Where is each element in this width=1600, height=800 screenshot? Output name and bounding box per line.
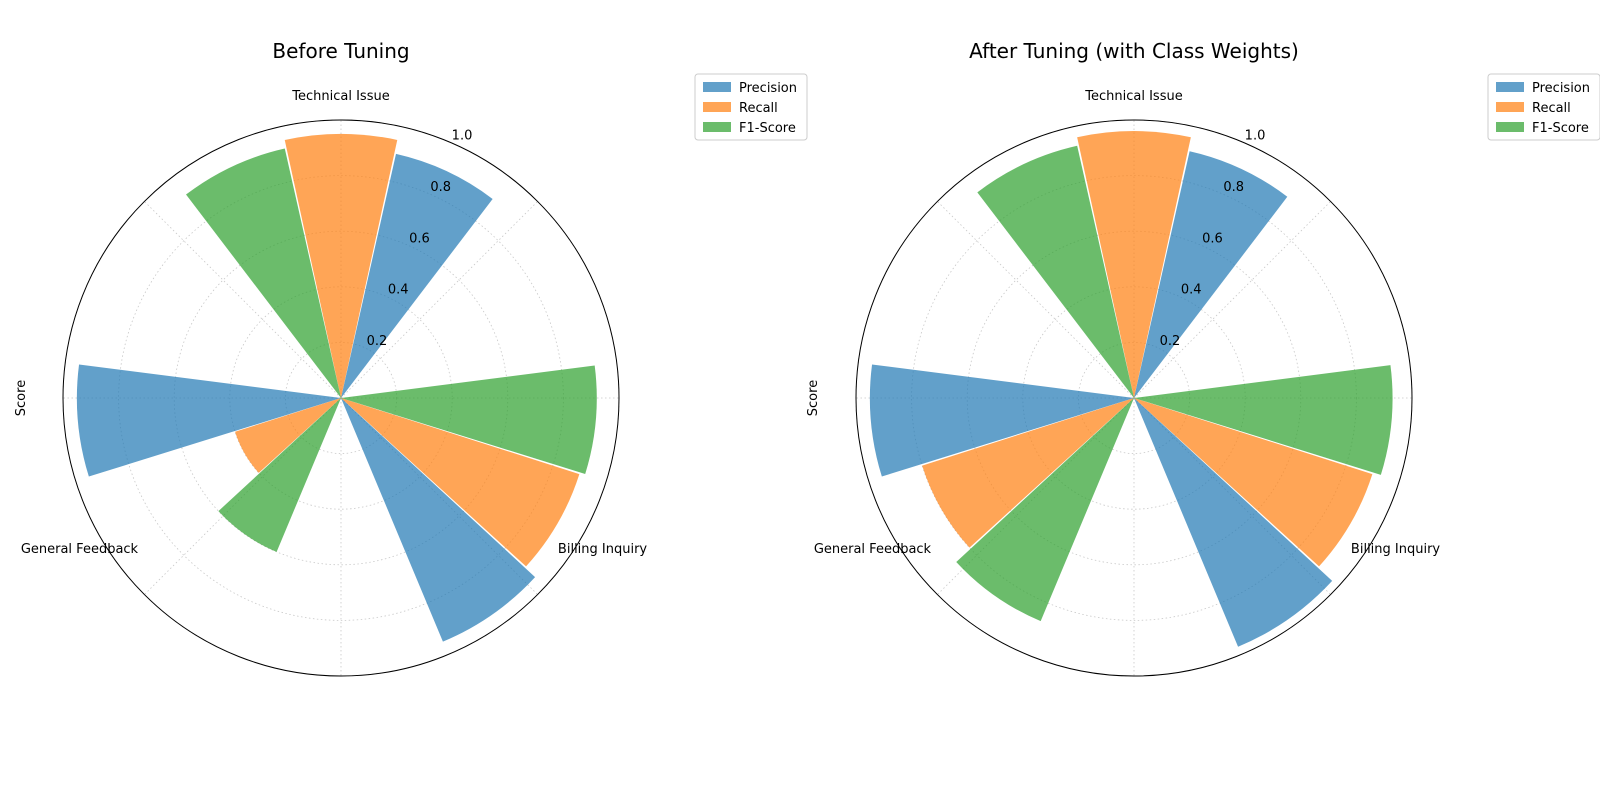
chart-title: Before Tuning (272, 39, 409, 63)
category-label: Billing Inquiry (1351, 542, 1441, 557)
legend: Precision Recall F1-Score (1487, 73, 1600, 141)
legend-label: Precision (739, 81, 797, 96)
bar-precision-1 (1134, 398, 1333, 647)
bar-recall-1 (341, 398, 580, 567)
panel-before-tuning: Before Tuning Score 0.2 0.4 0.6 0.8 1.0 Tech… (14, 39, 808, 677)
category-label: Technical Issue (291, 89, 389, 104)
r-tick-label: 0.8 (430, 180, 451, 195)
polar-bars (76, 133, 597, 642)
polar-frame (855, 119, 1413, 677)
r-tick-label: 0.6 (409, 231, 430, 246)
r-tick-label: 0.2 (367, 334, 388, 349)
bar-recall-0 (284, 133, 398, 398)
bar-recall-0 (1077, 131, 1191, 399)
legend-swatch (1496, 82, 1524, 92)
r-tick-label: 0.4 (388, 283, 409, 298)
legend-swatch (703, 122, 731, 132)
category-label: General Feedback (21, 542, 139, 557)
legend-swatch (703, 82, 731, 92)
category-label: Billing Inquiry (558, 542, 648, 557)
category-label: General Feedback (814, 542, 932, 557)
legend-swatch (1496, 102, 1524, 112)
bar-precision-0 (341, 153, 493, 398)
bar-f1-score-0 (186, 148, 341, 398)
legend-label: Recall (1532, 101, 1571, 116)
r-tick-label: 0.6 (1202, 231, 1223, 246)
polar-bars (869, 131, 1393, 647)
chart-title: After Tuning (with Class Weights) (969, 39, 1299, 63)
legend-label: F1-Score (739, 121, 796, 136)
bar-recall-2 (922, 398, 1134, 548)
legend-label: Precision (1532, 81, 1590, 96)
bar-recall-2 (235, 398, 341, 473)
r-tick-label: 0.4 (1181, 283, 1202, 298)
r-tick-label: 0.2 (1160, 334, 1181, 349)
category-label: Technical Issue (1084, 89, 1182, 104)
category-labels: Technical Issue Billing Inquiry General Fe… (814, 89, 1441, 557)
radial-tick-labels: 0.2 0.4 0.6 0.8 1.0 (367, 129, 473, 349)
r-tick-label: 1.0 (1245, 129, 1266, 144)
bar-f1-score-2 (218, 398, 341, 552)
bar-f1-score-1 (1134, 365, 1393, 475)
bar-precision-2 (869, 364, 1134, 477)
bar-f1-score-1 (341, 365, 597, 475)
panel-after-tuning: After Tuning (with Class Weights) Score … (806, 39, 1600, 677)
radial-tick-labels: 0.2 0.4 0.6 0.8 1.0 (1160, 129, 1266, 349)
legend-swatch (703, 102, 731, 112)
bar-recall-1 (1134, 398, 1373, 567)
bar-precision-1 (341, 398, 536, 642)
r-tick-label: 1.0 (452, 129, 473, 144)
category-labels: Technical Issue Billing Inquiry General Fe… (21, 89, 648, 557)
r-tick-label: 0.8 (1223, 180, 1244, 195)
polar-frame (62, 119, 620, 677)
bar-f1-score-2 (956, 398, 1134, 622)
y-axis-label: Score (14, 380, 29, 416)
legend-label: Recall (739, 101, 778, 116)
bar-precision-0 (1134, 151, 1288, 398)
y-axis-label: Score (806, 380, 821, 416)
legend-swatch (1496, 122, 1524, 132)
legend-label: F1-Score (1532, 121, 1589, 136)
bar-precision-2 (76, 364, 342, 477)
bar-f1-score-0 (977, 145, 1134, 398)
legend: Precision Recall F1-Score (694, 73, 808, 141)
